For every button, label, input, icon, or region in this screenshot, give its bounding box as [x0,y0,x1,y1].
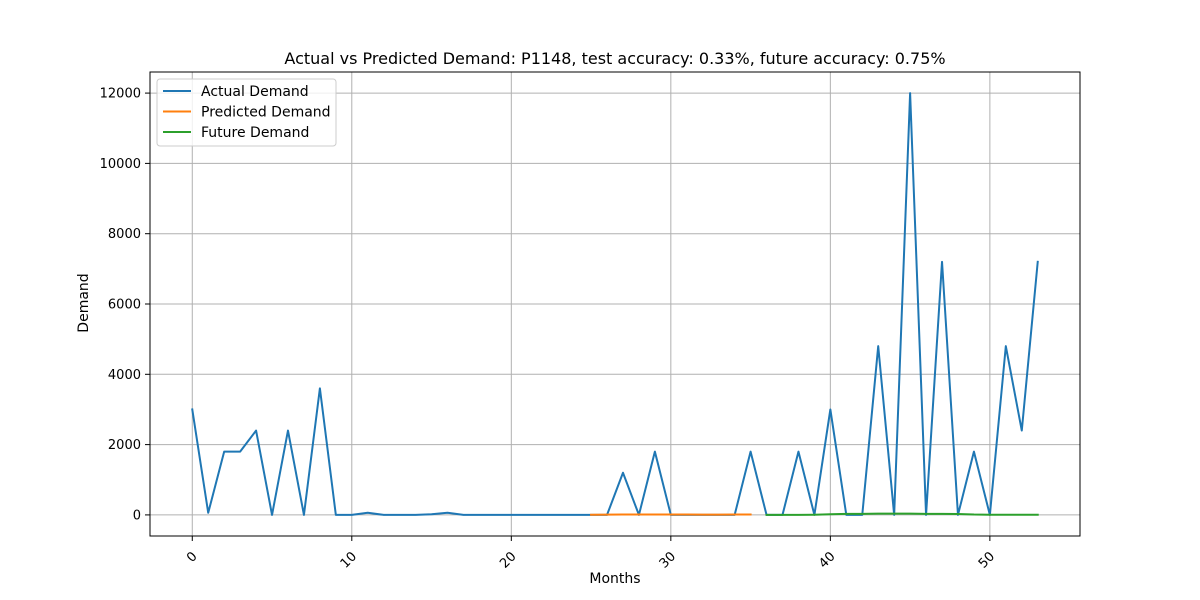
y-tick-label: 10000 [100,157,141,172]
x-axis-label: Months [589,571,640,587]
x-tick-label: 20 [497,549,519,571]
y-tick-label: 6000 [108,298,141,313]
y-tick-label: 0 [133,508,141,523]
y-tick-label: 8000 [108,227,141,242]
legend-label-2: Predicted Demand [201,105,331,121]
grid [150,72,1080,536]
x-tick-label: 30 [657,549,679,571]
x-tick-label: 40 [816,549,838,571]
legend-label-1: Actual Demand [201,84,309,100]
chart-title: Actual vs Predicted Demand: P1148, test … [284,49,945,68]
x-tick-label: 0 [184,549,200,565]
legend-label-3: Future Demand [201,125,309,141]
y-tick-label: 4000 [108,368,141,383]
series-line-3 [765,512,1039,516]
y-tick-label: 12000 [100,87,141,102]
legend-box [156,78,337,147]
x-tick-label: 50 [976,549,998,571]
series-lines [191,92,1039,516]
series-line-1 [191,92,1039,516]
y-tick-label: 2000 [108,438,141,453]
x-tick-label: 10 [338,549,360,571]
y-axis-label: Demand [76,273,92,332]
legend: Actual Demand Predicted Demand Future Dema… [156,78,337,147]
